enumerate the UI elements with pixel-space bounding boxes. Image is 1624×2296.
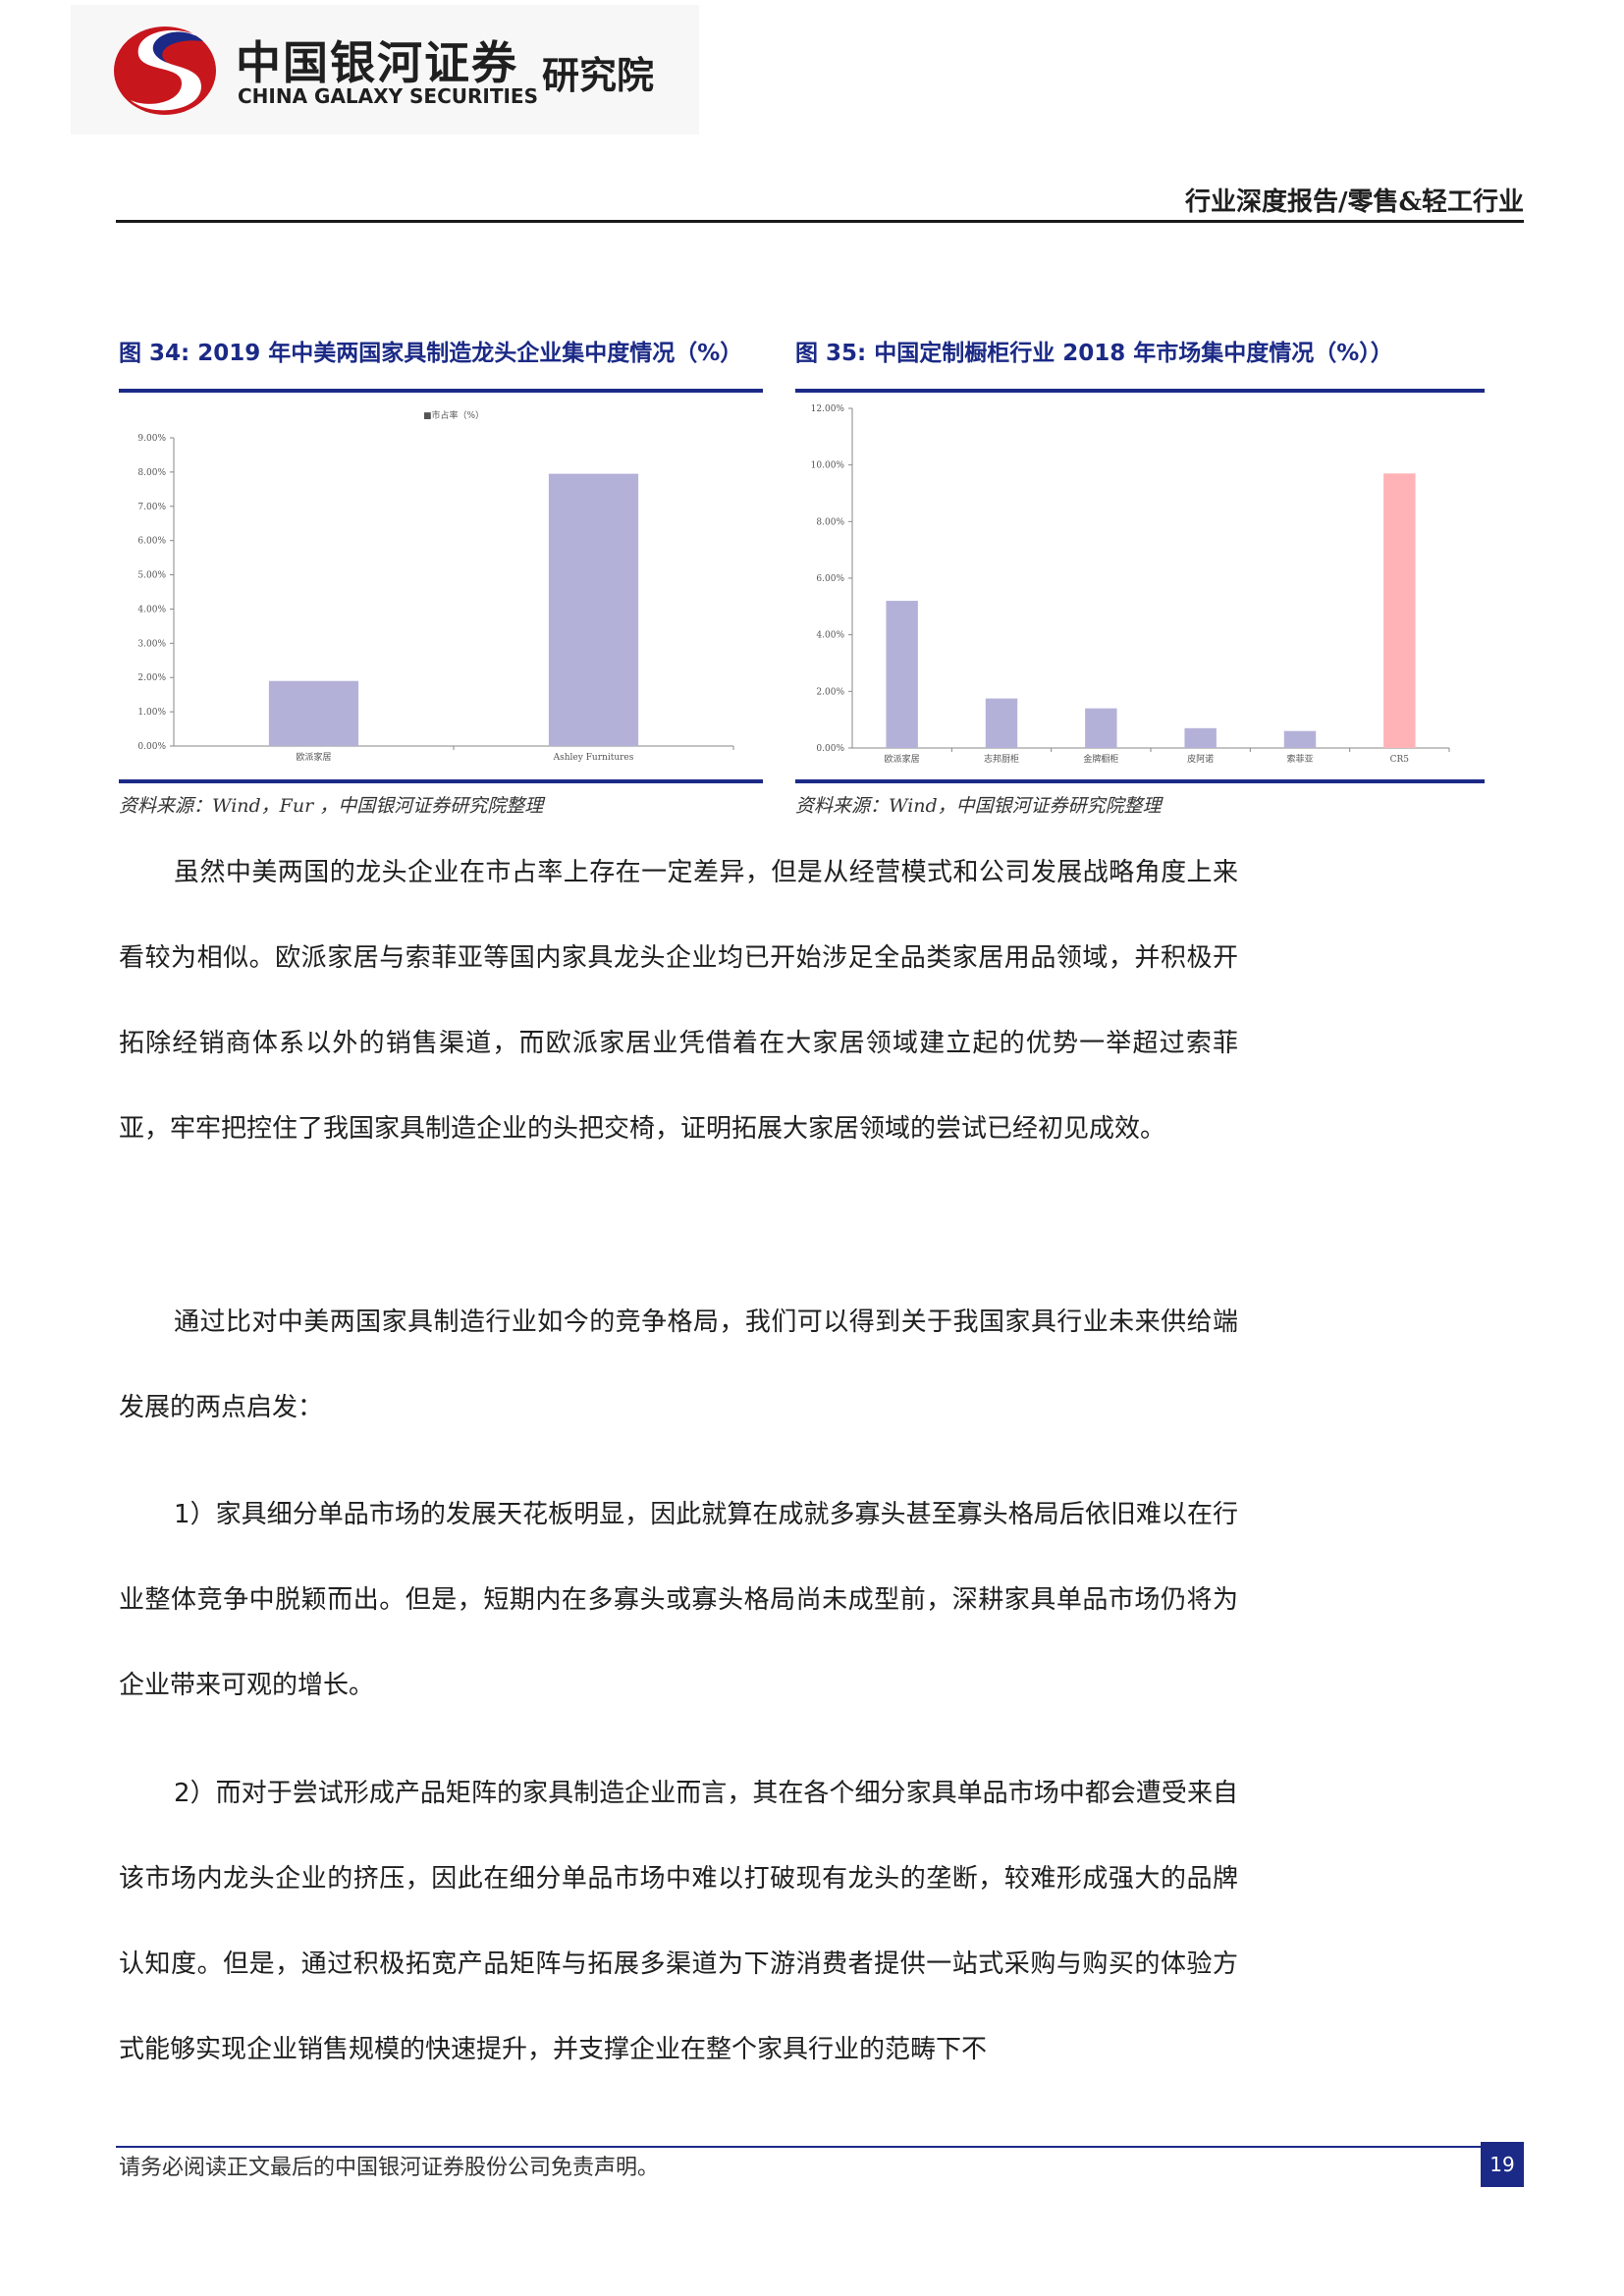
footer-disclaimer: 请务必阅读正文最后的中国银河证券股份公司免责声明。	[119, 2156, 660, 2180]
y-tick-label: 2.00%	[137, 673, 166, 683]
figure-34-title: 图 34: 2019 年中美两国家具制造龙头企业集中度情况（%）	[119, 341, 743, 366]
body-paragraph-1: 虽然中美两国的龙头企业在市占率上存在一定差异，但是从经营模式和公司发展战略角度上…	[119, 858, 1238, 1144]
figure-35-source: 资料来源：Wind，中国银河证券研究院整理	[795, 795, 1162, 817]
bar	[1383, 473, 1416, 748]
body-paragraph-4: 2）而对于尝试形成产品矩阵的家具制造企业而言，其在各个细分家具单品市场中都会遭受…	[119, 1779, 1238, 2064]
body-paragraph-2: 通过比对中美两国家具制造行业如今的竞争格局，我们可以得到关于我国家具行业未来供给…	[119, 1308, 1238, 1422]
bar	[1085, 708, 1117, 748]
x-category-label: 志邦厨柜	[984, 753, 1019, 765]
y-tick-label: 12.00%	[811, 404, 845, 414]
bar	[1283, 730, 1317, 748]
y-tick-label: 6.00%	[816, 574, 844, 584]
bar	[268, 680, 359, 746]
x-category-label: 金牌橱柜	[1083, 753, 1118, 765]
x-category-label: 欧派家居	[885, 753, 920, 765]
figure-34-bottom-rule	[119, 779, 763, 783]
bar	[886, 601, 918, 748]
x-category-label: Ashley Furnitures	[553, 753, 634, 763]
chart-34: 0.00% 1.00% 2.00% 3.00% 4.00% 5.00% 6.00% 7.00%…	[137, 409, 734, 763]
x-category-label: CR5	[1390, 755, 1410, 765]
chart-35: 0.00% 2.00% 4.00% 6.00% 8.00% 10.00% 12.00% 欧派家…	[811, 404, 1450, 765]
galaxy-logo-icon	[114, 27, 216, 115]
report-category: 行业深度报告/零售&轻工行业	[1185, 187, 1524, 217]
bar	[1184, 727, 1217, 748]
footer-divider	[116, 2146, 1481, 2148]
logo-chinese-name: 中国银河证券	[236, 36, 518, 89]
logo-english-name: CHINA GALAXY SECURITIES	[238, 84, 538, 108]
bar	[548, 473, 639, 746]
logo-institute: 研究院	[542, 54, 655, 97]
body-paragraph-3: 1）家具细分单品市场的发展天花板明显，因此就算在成就多寡头甚至寡头格局后依旧难以…	[119, 1500, 1238, 1700]
y-tick-label: 10.00%	[811, 461, 845, 471]
y-tick-label: 8.00%	[816, 517, 844, 527]
figure-35-bottom-rule	[795, 779, 1485, 783]
bar	[985, 698, 1018, 748]
y-tick-label: 0.00%	[137, 742, 166, 752]
figure-34-source: 资料来源：Wind，Fur ，中国银河证券研究院整理	[119, 795, 544, 817]
figure-34-top-rule	[119, 389, 763, 393]
chart-legend: ■市占率（%）	[423, 409, 484, 421]
x-category-label: 欧派家居	[296, 751, 331, 763]
page-number: 19	[1481, 2142, 1524, 2187]
x-category-label: 皮阿诺	[1187, 753, 1214, 765]
figure-35-title: 图 35: 中国定制橱柜行业 2018 年市场集中度情况（%））	[795, 341, 1393, 366]
y-tick-label: 4.00%	[816, 631, 844, 641]
figure-35-top-rule	[795, 389, 1485, 393]
y-tick-label: 2.00%	[816, 687, 844, 697]
y-tick-label: 6.00%	[137, 537, 166, 547]
y-tick-label: 7.00%	[137, 503, 166, 512]
y-tick-label: 5.00%	[137, 571, 166, 581]
y-tick-label: 0.00%	[816, 744, 844, 754]
y-tick-label: 3.00%	[137, 639, 166, 649]
y-tick-label: 8.00%	[137, 468, 166, 478]
y-tick-label: 9.00%	[137, 434, 166, 444]
x-category-label: 索菲亚	[1286, 753, 1313, 765]
y-tick-label: 4.00%	[137, 605, 166, 614]
header-divider	[116, 220, 1524, 223]
y-tick-label: 1.00%	[137, 708, 166, 718]
